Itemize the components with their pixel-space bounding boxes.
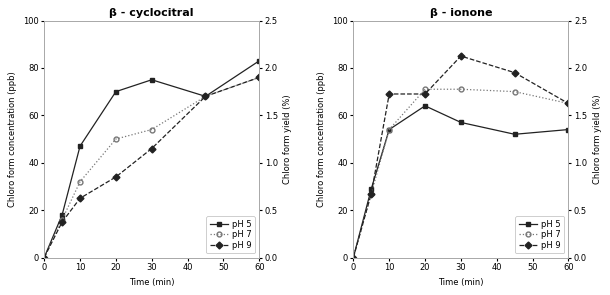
pH 7 <box>76 180 84 183</box>
pH 9 <box>202 95 209 98</box>
pH 7 <box>458 88 465 91</box>
Line: pH 7: pH 7 <box>351 87 571 260</box>
pH 5 <box>112 90 120 94</box>
Line: pH 5: pH 5 <box>41 58 262 260</box>
pH 5 <box>202 95 209 98</box>
pH 7 <box>256 76 263 79</box>
pH 7 <box>422 88 429 91</box>
pH 5 <box>256 59 263 63</box>
pH 5 <box>368 187 375 191</box>
pH 7 <box>112 137 120 141</box>
pH 7 <box>565 102 572 105</box>
pH 9 <box>511 71 518 74</box>
pH 5 <box>40 256 48 259</box>
pH 5 <box>458 121 465 124</box>
pH 5 <box>511 132 518 136</box>
pH 5 <box>76 144 84 148</box>
Line: pH 9: pH 9 <box>41 75 262 260</box>
pH 5 <box>422 104 429 108</box>
pH 9 <box>458 54 465 58</box>
Legend: pH 5, pH 7, pH 9: pH 5, pH 7, pH 9 <box>206 217 255 253</box>
Legend: pH 5, pH 7, pH 9: pH 5, pH 7, pH 9 <box>515 217 564 253</box>
X-axis label: Time (min): Time (min) <box>129 278 174 287</box>
pH 7 <box>368 192 375 195</box>
pH 5 <box>350 256 357 259</box>
pH 9 <box>422 92 429 96</box>
pH 7 <box>350 256 357 259</box>
pH 7 <box>511 90 518 94</box>
pH 9 <box>112 175 120 179</box>
Line: pH 5: pH 5 <box>351 104 571 260</box>
pH 9 <box>350 256 357 259</box>
X-axis label: Time (min): Time (min) <box>438 278 484 287</box>
pH 9 <box>148 147 156 150</box>
Title: β - ionone: β - ionone <box>429 8 492 18</box>
Line: pH 9: pH 9 <box>351 54 571 260</box>
pH 7 <box>59 218 66 221</box>
pH 9 <box>76 196 84 200</box>
Y-axis label: Chloro form concentration (ppb): Chloro form concentration (ppb) <box>317 71 326 207</box>
pH 5 <box>565 128 572 131</box>
pH 7 <box>386 128 393 131</box>
pH 5 <box>386 128 393 131</box>
pH 9 <box>386 92 393 96</box>
Y-axis label: Chloro form yield (%): Chloro form yield (%) <box>593 94 601 184</box>
pH 7 <box>202 95 209 98</box>
pH 5 <box>148 78 156 81</box>
Line: pH 7: pH 7 <box>41 75 262 260</box>
pH 5 <box>59 213 66 217</box>
pH 9 <box>40 256 48 259</box>
pH 9 <box>565 102 572 105</box>
pH 7 <box>40 256 48 259</box>
Y-axis label: Chloro form yield (%): Chloro form yield (%) <box>284 94 293 184</box>
pH 7 <box>148 128 156 131</box>
pH 9 <box>368 192 375 195</box>
Title: β - cyclocitral: β - cyclocitral <box>109 8 194 18</box>
Y-axis label: Chloro form concentration (ppb): Chloro form concentration (ppb) <box>9 71 17 207</box>
pH 9 <box>256 76 263 79</box>
pH 9 <box>59 220 66 224</box>
